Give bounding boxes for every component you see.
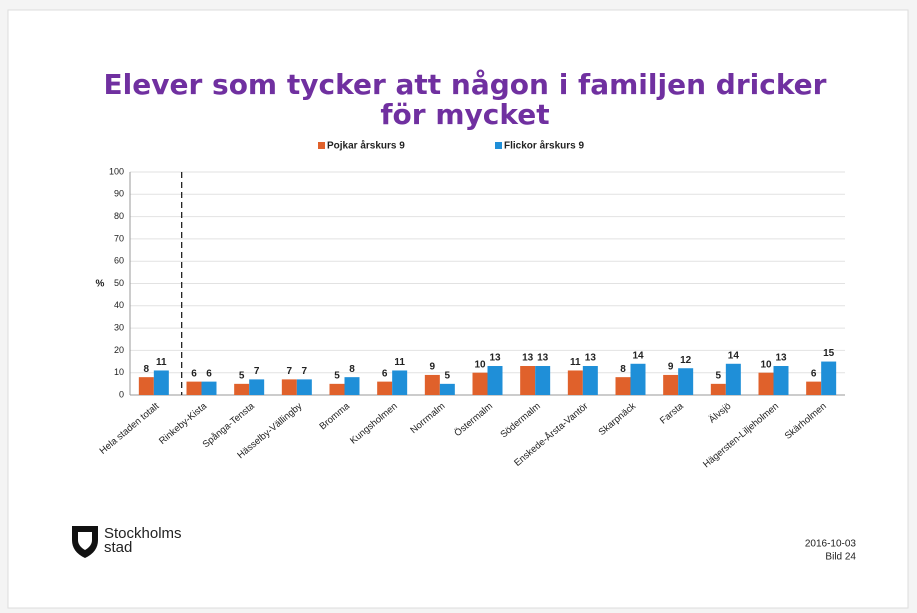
bar [153,370,169,395]
chart-title: Elever som tycker att någon i familjen d… [104,68,827,101]
bar [377,381,393,395]
page-number: Bild 24 [825,552,856,563]
bar [392,370,408,395]
y-tick-label: 40 [114,300,124,310]
bar [472,372,488,395]
data-label: 7 [302,366,308,377]
logo-text: Stockholms [104,525,182,542]
data-label: 11 [394,357,405,368]
data-label: 6 [811,368,817,379]
data-label: 9 [430,362,436,373]
bar [710,383,726,395]
data-label: 15 [823,348,835,359]
data-label: 13 [775,353,787,364]
data-label: 7 [254,366,260,377]
data-label: 11 [570,357,581,368]
data-label: 8 [620,364,626,375]
logo-text: stad [104,539,132,556]
data-label: 8 [349,364,355,375]
logo [72,526,98,558]
bar [821,361,837,395]
bar [582,366,598,395]
data-label: 5 [445,370,451,381]
y-tick-label: 90 [114,189,124,199]
y-tick-label: 10 [114,367,124,377]
bar [630,363,646,395]
data-label: 5 [239,370,245,381]
data-label: 7 [287,366,293,377]
bar [138,377,154,395]
data-label: 6 [191,368,197,379]
y-tick-label: 30 [114,322,124,332]
bar [663,374,679,395]
bar [186,381,202,395]
chart-title: för mycket [380,98,549,131]
bar [615,377,631,395]
bar [758,372,774,395]
logo-crest [78,532,92,550]
data-label: 10 [474,359,486,370]
data-label: 6 [382,368,388,379]
bar [234,383,250,395]
y-tick-label: 80 [114,211,124,221]
data-label: 6 [206,368,212,379]
legend-swatch [318,142,325,149]
bar [281,379,297,395]
bar [773,366,789,395]
y-tick-label: 100 [109,166,124,176]
bar [535,366,551,395]
data-label: 8 [144,364,150,375]
bar [487,366,503,395]
data-label: 13 [522,353,534,364]
bar [424,374,440,395]
data-label: 10 [760,359,772,370]
data-label: 13 [585,353,597,364]
legend-swatch [495,142,502,149]
bar [439,383,455,395]
legend-label: Flickor årskurs 9 [504,140,584,152]
bar [201,381,217,395]
y-tick-label: 60 [114,256,124,266]
bar [725,363,741,395]
data-label: 5 [716,370,722,381]
data-label: 9 [668,362,674,373]
y-tick-label: 0 [119,389,124,399]
data-label: 5 [334,370,340,381]
date: 2016-10-03 [805,539,857,550]
data-label: 11 [156,357,167,368]
data-label: 14 [728,350,740,361]
bar [344,377,360,395]
data-label: 13 [537,353,549,364]
bar [678,368,694,395]
bar [329,383,345,395]
data-label: 12 [680,355,692,366]
bar [520,366,536,395]
bar [249,379,265,395]
y-tick-label: 50 [114,278,124,288]
y-axis-label: % [96,279,105,290]
y-tick-label: 20 [114,345,124,355]
bar [296,379,312,395]
bar [806,381,822,395]
bar [567,370,583,395]
data-label: 14 [632,350,644,361]
data-label: 13 [489,353,501,364]
y-tick-label: 70 [114,233,124,243]
slide-page [7,9,909,609]
legend-label: Pojkar årskurs 9 [327,140,405,152]
